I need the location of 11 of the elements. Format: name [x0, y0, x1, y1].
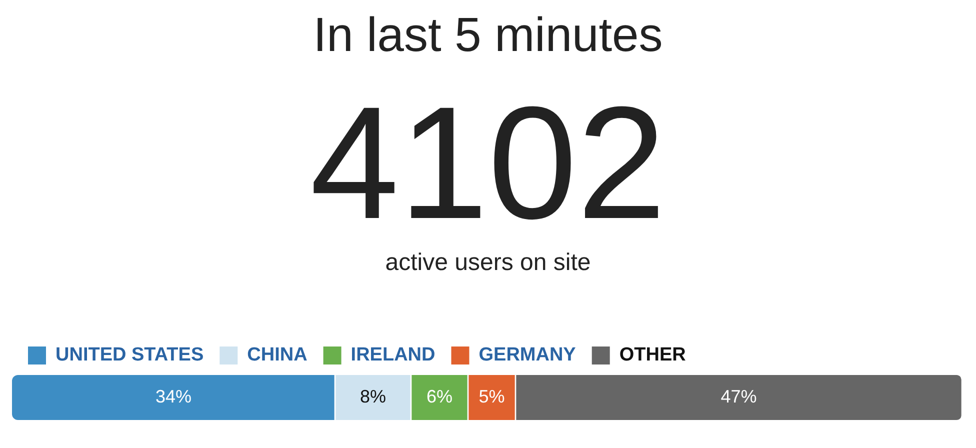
legend-label: GERMANY [478, 344, 576, 366]
data-label: 8% [360, 386, 386, 406]
legend-label: IRELAND [350, 344, 436, 366]
chart-title: In last 5 minutes [312, 8, 664, 64]
legend-label: UNITED STATES [56, 344, 204, 366]
data-label: 34% [155, 386, 192, 406]
data-label: 47% [720, 386, 757, 406]
data-label: 6% [426, 386, 453, 406]
legend-label: OTHER [619, 344, 686, 366]
data-label: 5% [478, 386, 505, 406]
legend-label: CHINA [247, 344, 308, 366]
